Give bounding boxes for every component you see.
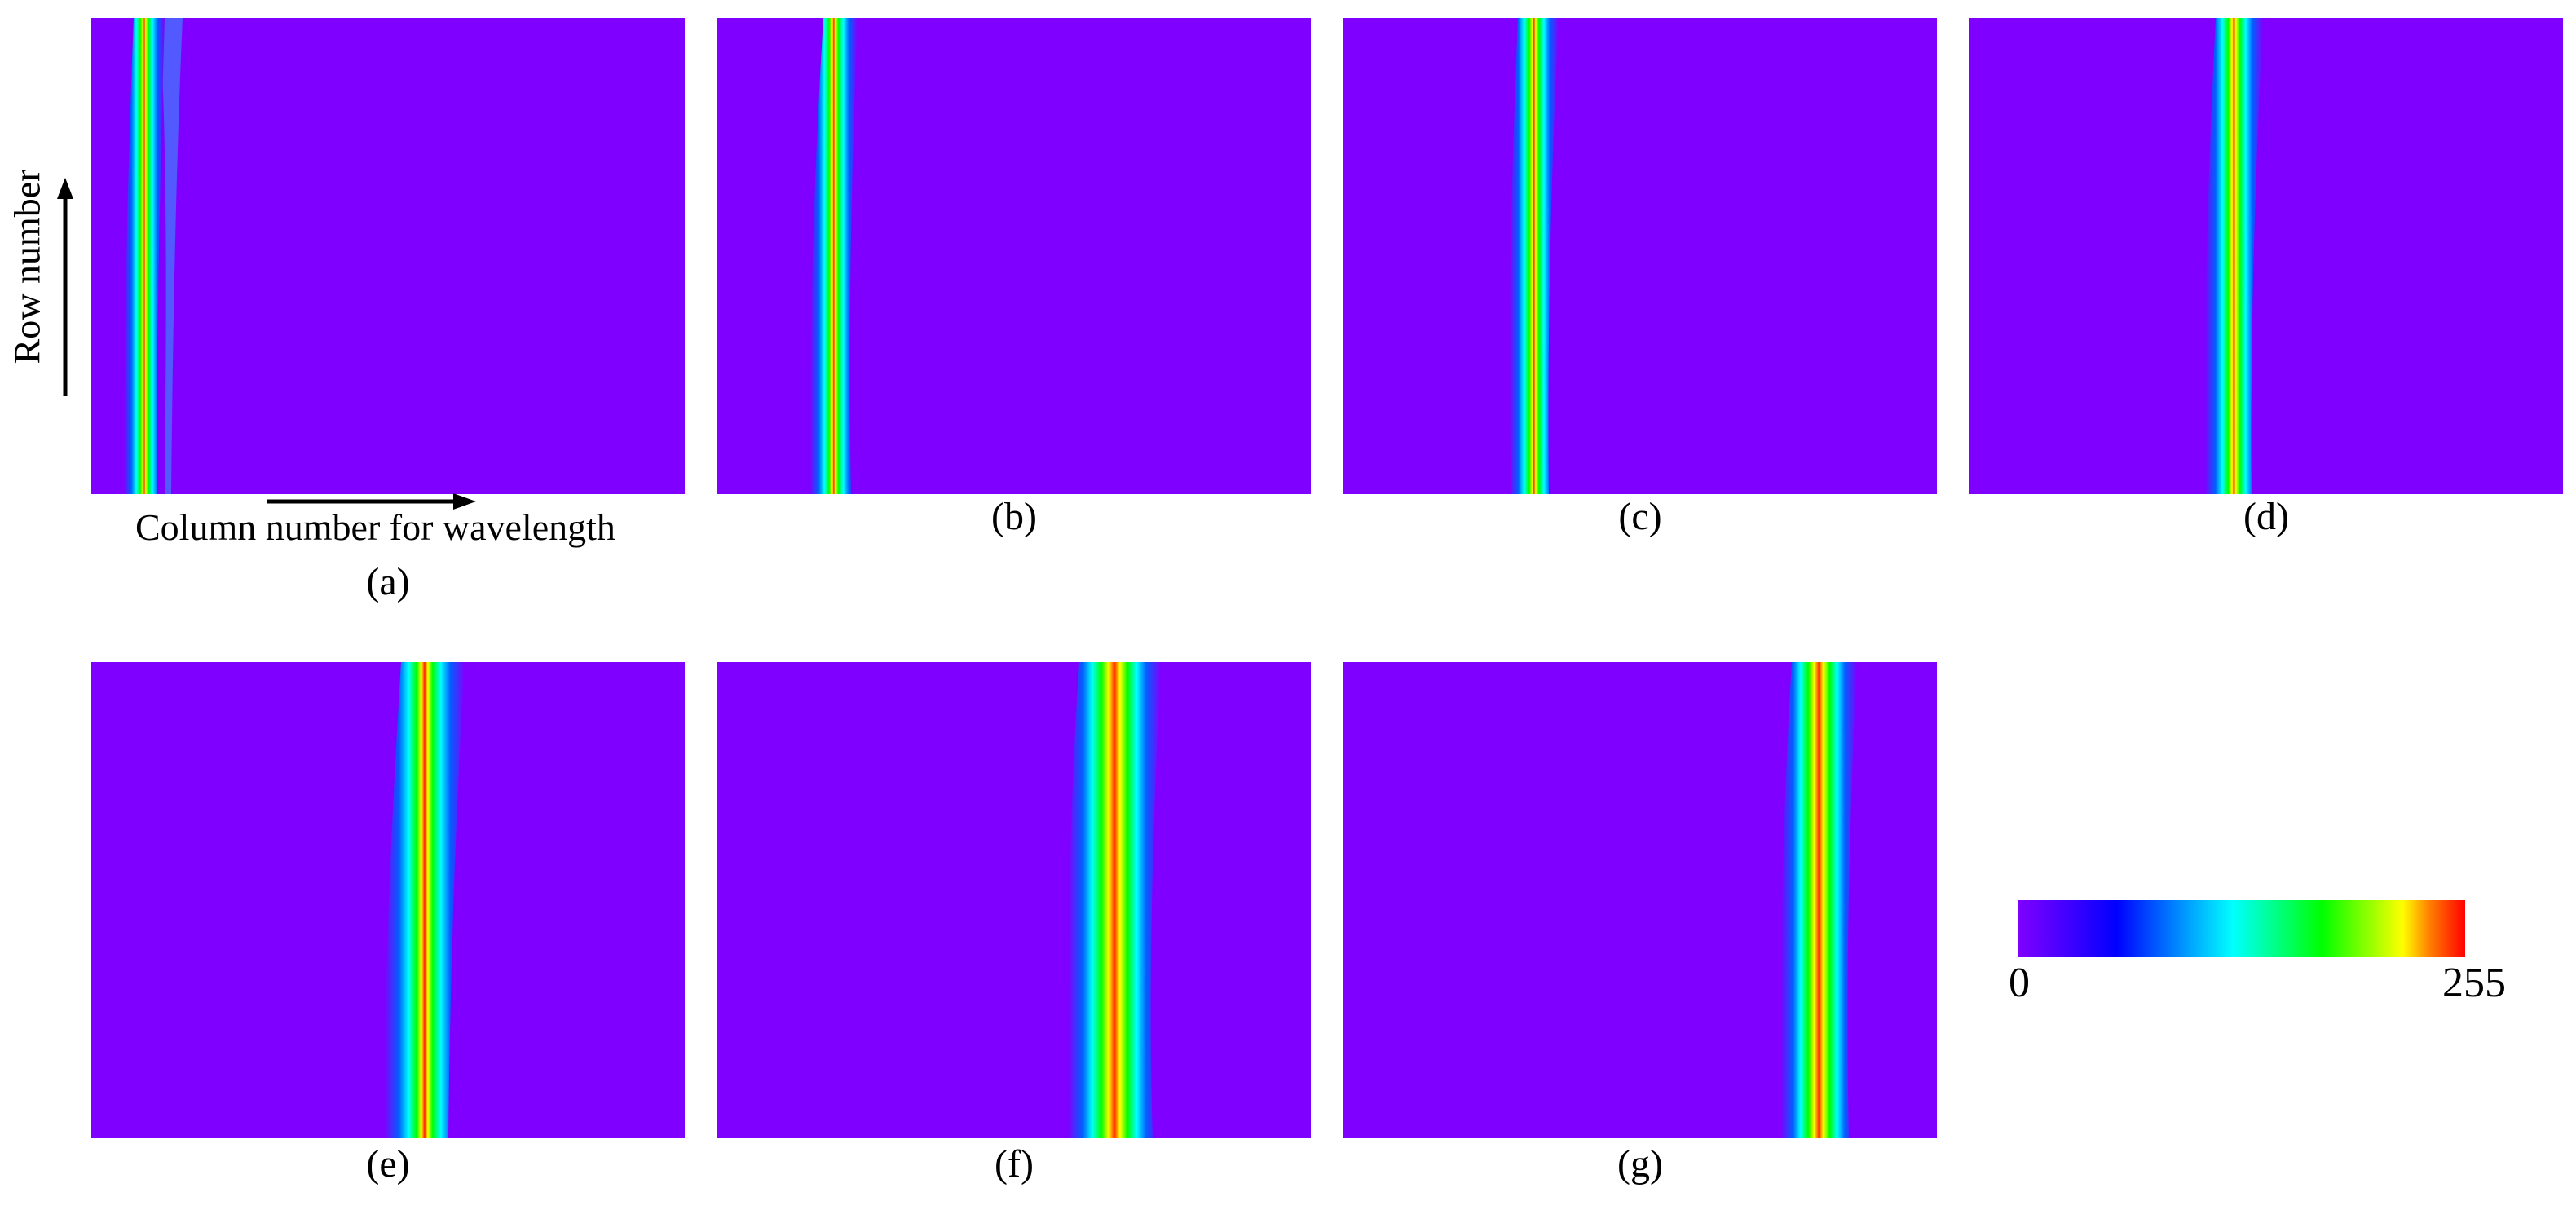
spectrum-panel-d (1969, 18, 2563, 494)
spectrum-image-g (1343, 662, 1937, 1138)
spectrum-image-b (717, 18, 1311, 494)
spectrum-image-c (1343, 18, 1937, 494)
spectrum-panel-e (91, 662, 685, 1138)
caption-b: (b) (991, 495, 1037, 538)
colorbar-max-label: 255 (2442, 960, 2506, 1006)
spectrum-panel-a (91, 18, 685, 494)
caption-c: (c) (1618, 495, 1662, 538)
spectrum-image-d (1969, 18, 2563, 494)
column-number-label: Column number for wavelength (135, 506, 615, 548)
spectrum-panel-f (717, 662, 1311, 1138)
caption-a: (a) (366, 560, 410, 603)
column-arrow-icon (267, 489, 476, 514)
caption-g: (g) (1617, 1142, 1663, 1186)
spectrum-panel-g (1343, 662, 1937, 1138)
row-number-label: Row number (6, 169, 48, 364)
spectrum-image-e (91, 662, 685, 1138)
colorbar-min-label: 0 (2009, 960, 2030, 1006)
colorbar (2018, 900, 2465, 957)
spectrum-image-a (91, 18, 685, 494)
spectrum-panel-c (1343, 18, 1937, 494)
caption-f: (f) (995, 1142, 1034, 1186)
spectrum-panel-b (717, 18, 1311, 494)
spectrum-image-f (717, 662, 1311, 1138)
caption-d: (d) (2243, 495, 2289, 538)
row-arrow-icon (41, 178, 90, 398)
caption-e: (e) (366, 1142, 410, 1186)
